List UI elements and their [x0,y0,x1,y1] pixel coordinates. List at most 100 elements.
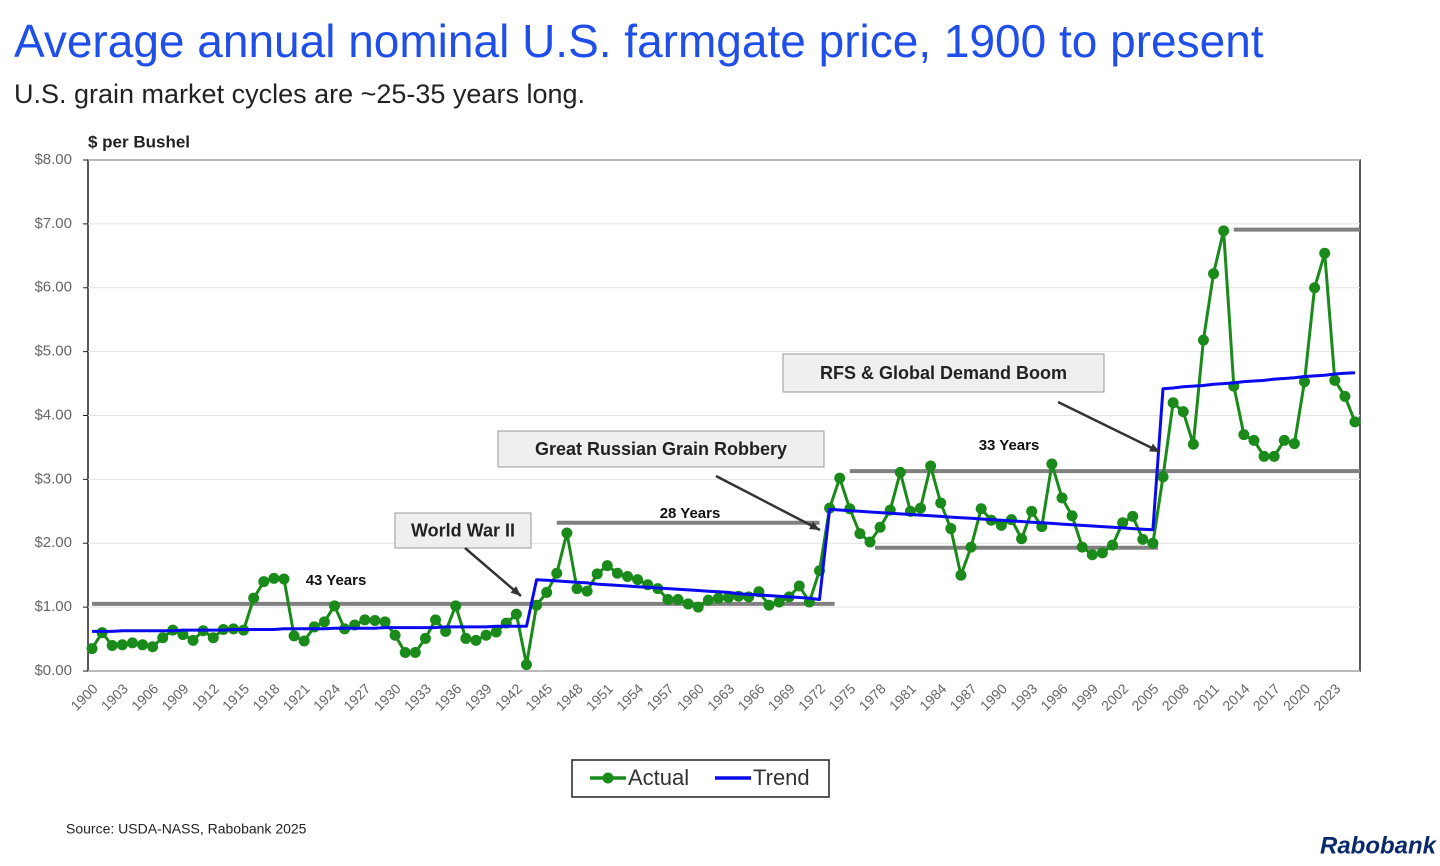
chart-subtitle: U.S. grain market cycles are ~25-35 year… [14,79,585,109]
data-point [672,593,684,605]
data-point [591,568,603,580]
y-tick-label: $6.00 [34,279,72,296]
data-point [1319,247,1331,259]
data-point [1056,492,1068,504]
data-point [723,592,735,604]
x-tick-label: 1963 [704,680,737,713]
data-point [1177,406,1189,418]
x-tick-label: 1921 [280,680,313,713]
x-tick-label: 1972 [795,680,828,713]
x-tick-label: 1954 [613,680,646,713]
callout-box [394,512,532,549]
data-point [1197,334,1209,346]
x-tick-label: 2008 [1159,680,1192,713]
data-point [995,519,1007,531]
data-point [328,600,340,612]
data-point [1187,438,1199,450]
callout-arrow [464,547,522,597]
data-point [702,594,714,606]
data-point [1329,374,1341,386]
data-point [1339,390,1351,402]
x-tick-label: 1987 [946,680,979,713]
data-point [844,503,856,515]
chart-title: Average annual nominal U.S. farmgate pri… [14,15,1264,67]
x-tick-label: 2005 [1128,680,1161,713]
data-point [1016,533,1028,545]
data-point [793,580,805,592]
callout-label: Great Russian Grain Robbery [535,439,787,459]
x-tick-label: 1945 [522,680,555,713]
data-point [1208,268,1220,280]
x-tick-label: 2020 [1280,680,1313,713]
x-tick-label: 1984 [916,680,949,713]
x-tick-label: 1936 [431,680,464,713]
data-point [601,560,613,572]
data-point [965,541,977,553]
data-point [480,629,492,641]
data-point [278,573,290,585]
data-point [1167,397,1179,409]
data-point [258,576,270,588]
data-point [935,497,947,509]
data-point [1157,471,1169,483]
legend-label: Trend [753,765,810,790]
x-tick-label: 1915 [219,680,252,713]
data-point [308,621,320,633]
data-point [268,572,280,584]
data-point [1268,450,1280,462]
data-point [622,570,634,582]
data-point [1298,376,1310,388]
data-point [409,646,421,658]
data-point [955,569,967,581]
data-point [298,635,310,647]
data-point [450,600,462,612]
data-point [419,632,431,644]
data-point [520,659,532,671]
y-tick-label: $2.00 [34,534,72,551]
data-point [126,637,138,649]
x-tick-label: 1993 [1007,680,1040,713]
data-point [975,503,987,515]
y-tick-label: $0.00 [34,662,72,679]
data-point [773,596,785,608]
data-point [864,536,876,548]
legend-marker [602,772,614,784]
data-point [834,472,846,484]
x-tick-label: 1951 [583,680,616,713]
annotation: 43 Years [306,572,367,589]
callout-label: World War II [411,520,515,540]
annotation: 33 Years [979,437,1040,454]
x-tick-label: 1906 [128,680,161,713]
data-point [1107,539,1119,551]
x-tick-label: 1978 [856,680,889,713]
x-tick-label: 1903 [98,680,131,713]
x-tick-label: 1912 [189,680,222,713]
data-point [945,523,957,535]
data-point [915,502,927,514]
x-tick-label: 1948 [552,680,585,713]
y-tick-label: $8.00 [34,151,72,168]
x-tick-label: 1933 [401,680,434,713]
x-tick-label: 1969 [765,680,798,713]
data-point [763,599,775,611]
data-point [1288,438,1300,450]
data-point [692,601,704,613]
data-point [662,593,674,605]
data-point [116,639,128,651]
data-point [1278,434,1290,446]
data-point [369,615,381,627]
x-tick-label: 1996 [1037,680,1070,713]
x-tick-label: 2014 [1219,680,1252,713]
data-point [611,567,623,579]
data-point [389,629,401,641]
data-point [1076,541,1088,553]
x-tick-label: 2011 [1190,680,1223,713]
x-tick-label: 2002 [1098,680,1131,713]
logo: Rabobank [1320,832,1438,859]
data-point [399,646,411,658]
data-point [874,521,886,533]
data-point [470,634,482,646]
data-point [1026,505,1038,517]
y-tick-label: $3.00 [34,470,72,487]
